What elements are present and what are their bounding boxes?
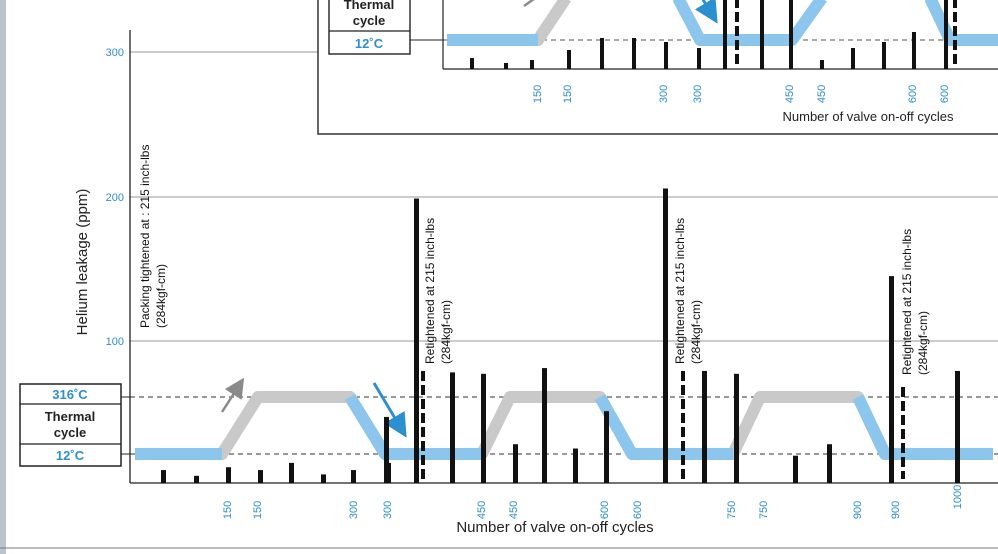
- bar: [663, 188, 668, 483]
- x-tick-label: 600: [599, 501, 611, 519]
- inset-x-tick-label: 600: [907, 85, 919, 103]
- bar: [827, 444, 832, 483]
- inset-x-tick-label: 150: [562, 85, 574, 103]
- inset-thermal-band-blue: [924, 0, 998, 46]
- inset-bar: [882, 42, 886, 69]
- y-tick-label: 100: [106, 336, 124, 348]
- bar: [384, 416, 389, 483]
- retighten-annotation-2-line1: Retightened at 215 inch-lbs: [673, 218, 687, 364]
- bar: [573, 448, 578, 483]
- x-tick-label: 900: [852, 501, 864, 519]
- retighten-annotation-2-line2: (284kgf-cm): [689, 300, 703, 364]
- thermal-band-gray: [135, 391, 993, 460]
- bar: [734, 373, 739, 483]
- thermal-cycle-profile: [135, 377, 993, 460]
- inset-bar: [470, 58, 474, 69]
- bar: [955, 370, 960, 483]
- x-tick-label: 750: [726, 501, 738, 519]
- inset-bar: [697, 48, 701, 69]
- thermal-cycle-label-line2: cycle: [54, 425, 87, 440]
- inset-bar: [600, 38, 604, 69]
- x-tick-label: 900: [890, 501, 902, 519]
- cooling-arrow: [372, 382, 407, 438]
- x-tick-label: 450: [508, 501, 520, 519]
- inset-bar: [723, 0, 727, 69]
- x-tick-label: 150: [252, 501, 264, 519]
- retighten-annotation-1-line1: Retightened at 215 inch-lbs: [423, 218, 437, 364]
- bar: [321, 474, 326, 483]
- x-tick-label: 300: [348, 501, 360, 519]
- retighten-annotation-3-line1: Retightened at 215 inch-lbs: [900, 229, 914, 375]
- bar: [194, 475, 199, 483]
- inset-bars: [470, 0, 948, 69]
- x-tick-label: 750: [758, 501, 770, 519]
- x-axis-title: Number of valve on-off cycles: [456, 519, 653, 536]
- bar: [889, 276, 894, 483]
- retighten-annotation-1-line2: (284kgf-cm): [439, 300, 453, 364]
- inset-bar: [944, 0, 948, 69]
- inset-bar: [530, 60, 534, 69]
- inset-bar: [789, 0, 793, 69]
- inset-bar: [632, 38, 636, 69]
- inset-bar: [851, 48, 855, 69]
- thermal-cycle-box: 316˚C Thermal cycle 12˚C: [19, 383, 130, 467]
- bar: [351, 470, 356, 483]
- bar: [226, 467, 231, 483]
- thermal-low-label: 12˚C: [56, 448, 85, 463]
- bar: [414, 198, 419, 484]
- bar: [289, 462, 294, 483]
- bar: [450, 372, 455, 483]
- heating-arrow: [220, 377, 245, 413]
- inset-thermal-band-blue: [672, 0, 827, 46]
- retighten-annotation-3-line2: (284kgf-cm): [916, 311, 930, 375]
- thermal-high-label: 316˚C: [52, 387, 88, 402]
- x-tick-label: 1000: [952, 485, 964, 509]
- packing-annotation-line2: (284kgf-cm): [154, 264, 168, 328]
- y-axis-title: Helium leakage (ppm): [74, 189, 91, 336]
- thermal-cycle-label-line1: Thermal: [45, 409, 96, 424]
- inset-bar: [760, 0, 764, 69]
- bar: [258, 470, 263, 483]
- bar: [793, 455, 798, 483]
- thermal-band-blue-3: [594, 394, 733, 460]
- frame-left: [0, 0, 6, 554]
- inset-thermal-label-line2: cycle: [353, 13, 386, 28]
- x-tick-label: 300: [382, 501, 394, 519]
- main-bars: [161, 188, 960, 484]
- bar: [161, 470, 166, 483]
- inset-cooling-arrow: [694, 0, 718, 24]
- inset-thermal-low-label: 12˚C: [355, 36, 384, 51]
- bar: [513, 444, 518, 483]
- thermal-box-outline: [19, 383, 122, 467]
- thermal-band-blue-4: [852, 394, 993, 460]
- packing-annotation-line1: Packing tightened at : 215 inch-lbs: [138, 145, 152, 328]
- inset-x-tick-label: 300: [692, 85, 704, 103]
- bar: [542, 368, 547, 483]
- inset-x-tick-label: 450: [784, 85, 796, 103]
- y-tick-label: 200: [106, 192, 124, 204]
- inset-heating-arrow: [523, 0, 535, 8]
- bar: [604, 411, 609, 483]
- x-tick-label: 450: [476, 501, 488, 519]
- inset-bar: [664, 42, 668, 69]
- inset-x-tick-label: 300: [658, 85, 670, 103]
- bar: [702, 370, 707, 483]
- inset-x-tick-label: 150: [532, 85, 544, 103]
- inset-bar: [504, 63, 508, 69]
- inset-bar: [820, 60, 824, 69]
- inset-x-tick-label: 600: [939, 85, 951, 103]
- y-tick-label: 300: [106, 47, 124, 59]
- x-tick-label: 150: [222, 501, 234, 519]
- inset-thermal-box: [328, 0, 411, 55]
- inset-bar: [567, 50, 571, 69]
- inset-panel: 150 150 300 300 450 450 600 600 Number o…: [317, 0, 998, 135]
- bar: [481, 373, 486, 483]
- inset-thermal-label-line1: Thermal: [344, 0, 395, 12]
- x-tick-label: 600: [632, 501, 644, 519]
- inset-x-axis-title: Number of valve on-off cycles: [783, 109, 954, 124]
- inset-bar: [912, 32, 916, 69]
- inset-x-tick-label: 450: [816, 85, 828, 103]
